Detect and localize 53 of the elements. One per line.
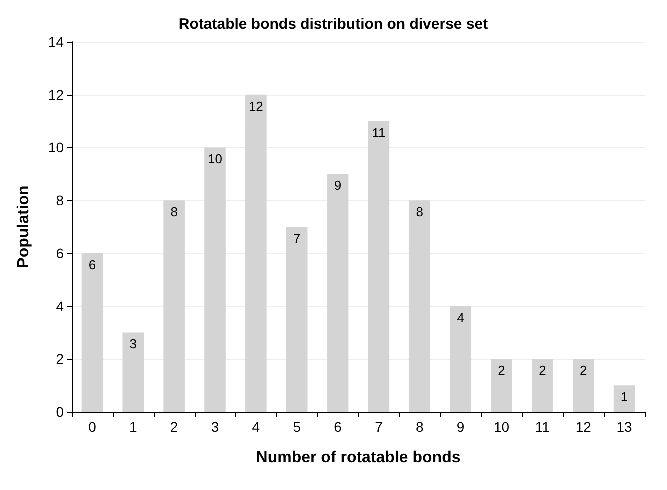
- bar: [450, 306, 472, 412]
- x-tick-label: 6: [334, 419, 342, 435]
- y-tick-label: 6: [56, 245, 64, 262]
- x-tick-label: 11: [535, 419, 550, 435]
- y-tick-label: 10: [48, 140, 64, 156]
- data-label: 8: [170, 204, 178, 220]
- bar: [82, 253, 104, 412]
- data-label: 2: [539, 363, 546, 378]
- data-label: 7: [293, 231, 301, 246]
- bar: [409, 200, 431, 412]
- x-tick-label: 12: [576, 419, 592, 435]
- data-label: 3: [130, 336, 138, 352]
- x-tick-label: 2: [170, 419, 178, 435]
- bar: [204, 148, 226, 412]
- x-axis-title: Number of rotatable bonds: [256, 450, 461, 466]
- x-tick-label: 3: [211, 419, 220, 435]
- data-label: 9: [334, 178, 342, 194]
- x-tick-label: 9: [456, 419, 465, 435]
- y-tick-label: 12: [48, 86, 64, 103]
- data-label: 6: [88, 257, 96, 272]
- data-label: 4: [457, 310, 464, 326]
- bar: [532, 359, 554, 412]
- y-tick-label: 4: [56, 298, 64, 314]
- bar: [614, 386, 636, 412]
- x-tick-label: 10: [494, 419, 510, 435]
- x-tick-label: 8: [416, 419, 424, 435]
- bar: [246, 94, 267, 412]
- data-label: 2: [580, 363, 588, 378]
- data-label: 2: [498, 363, 506, 378]
- bar: [491, 359, 512, 412]
- x-tick-label: 5: [293, 419, 302, 435]
- y-tick-label: 2: [56, 351, 64, 368]
- data-label: 11: [372, 125, 386, 140]
- data-label: 1: [620, 390, 628, 405]
- x-tick-label: 1: [129, 419, 138, 435]
- x-tick-label: 13: [616, 419, 633, 435]
- bar: [286, 227, 308, 412]
- bar: [572, 359, 594, 412]
- x-tick-label: 0: [88, 419, 97, 435]
- x-tick-label: 7: [375, 419, 384, 435]
- data-label: 10: [208, 152, 222, 167]
- bar: [164, 200, 185, 412]
- y-tick-label: 14: [48, 34, 64, 50]
- y-tick-label: 0: [56, 404, 64, 420]
- data-label: 12: [248, 98, 264, 114]
- bar: [327, 174, 349, 412]
- bar: [122, 332, 144, 412]
- bar: [368, 121, 390, 412]
- y-tick-label: 8: [56, 192, 64, 209]
- x-tick-label: 4: [252, 419, 260, 435]
- chart-title: Rotatable bonds distribution on diverse set: [178, 16, 488, 33]
- data-label: 8: [416, 204, 424, 220]
- y-axis-title: Population: [16, 186, 32, 268]
